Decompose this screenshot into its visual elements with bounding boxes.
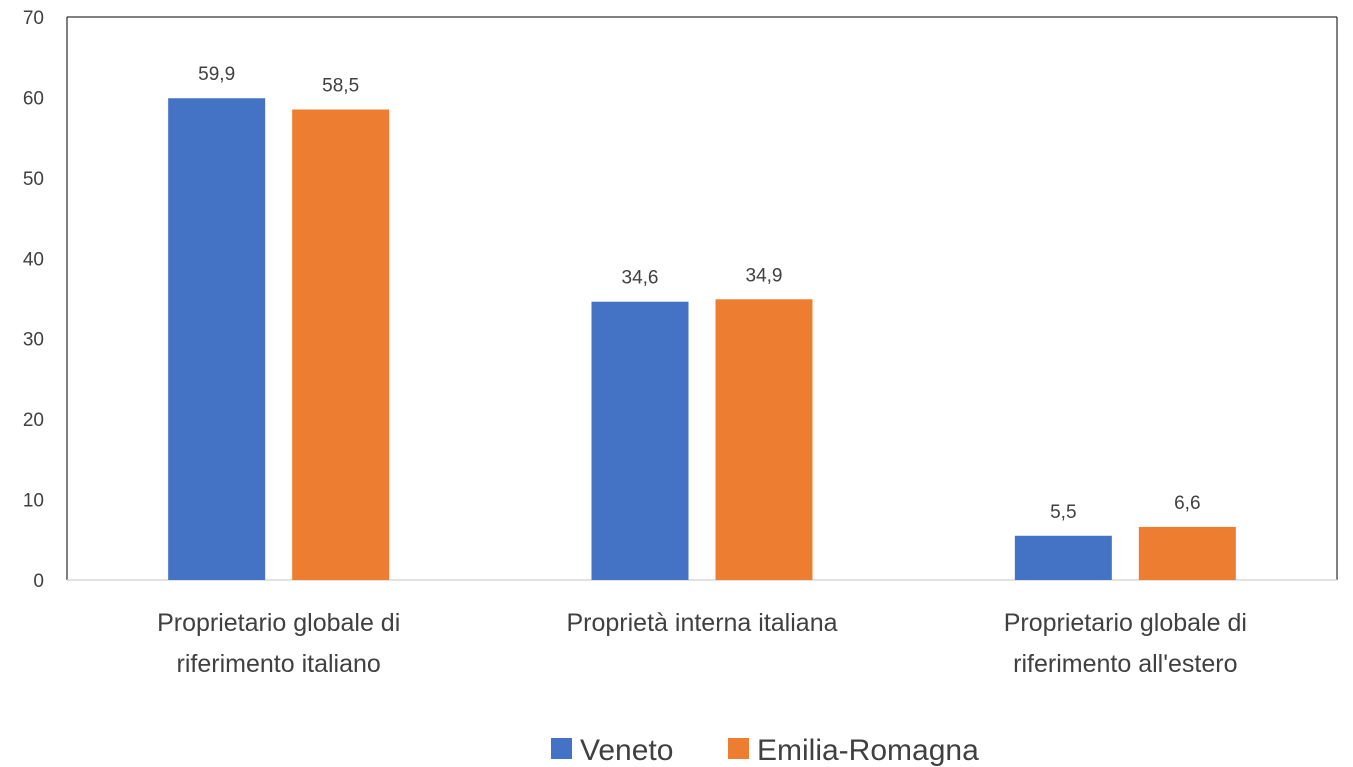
legend-label: Veneto: [580, 734, 673, 767]
y-tick-label: 50: [23, 169, 44, 190]
bar[interactable]: [591, 301, 689, 580]
data-labels: 59,9 58,5 34,6 34,9 5,5 6,6: [198, 64, 1200, 523]
bar[interactable]: [168, 98, 266, 581]
category-label: riferimento all'estero: [1013, 650, 1237, 678]
legend-swatch: [551, 738, 572, 759]
y-tick-label: 20: [23, 410, 44, 431]
category-label: Proprietario globale di: [157, 609, 400, 637]
category-label: Proprietà interna italiana: [567, 609, 838, 637]
data-label: 34,6: [622, 268, 659, 289]
bar[interactable]: [1014, 535, 1112, 580]
bar[interactable]: [1138, 526, 1236, 580]
y-tick-label: 70: [23, 8, 44, 29]
category-label: riferimento italiano: [177, 650, 381, 678]
data-label: 5,5: [1050, 502, 1076, 523]
legend: Veneto Emilia-Romagna: [551, 734, 979, 767]
y-tick-label: 60: [23, 88, 44, 109]
legend-label: Emilia-Romagna: [757, 734, 979, 767]
y-axis-ticks: 0 10 20 30 40 50 60 70: [23, 8, 44, 592]
category-labels: Proprietario globale di riferimento itali…: [157, 609, 1247, 678]
y-tick-label: 10: [23, 491, 44, 512]
axes: [66, 16, 1338, 581]
bar[interactable]: [292, 109, 390, 580]
bar[interactable]: [715, 299, 813, 580]
category-label: Proprietario globale di: [1004, 609, 1247, 637]
y-tick-label: 0: [33, 571, 44, 592]
y-tick-label: 40: [23, 249, 44, 270]
data-label: 58,5: [322, 75, 359, 96]
data-label: 6,6: [1174, 493, 1200, 514]
bars: [168, 98, 1236, 581]
data-label: 59,9: [198, 64, 235, 85]
legend-swatch: [728, 738, 749, 759]
data-label: 34,9: [746, 265, 783, 286]
y-tick-label: 30: [23, 330, 44, 351]
